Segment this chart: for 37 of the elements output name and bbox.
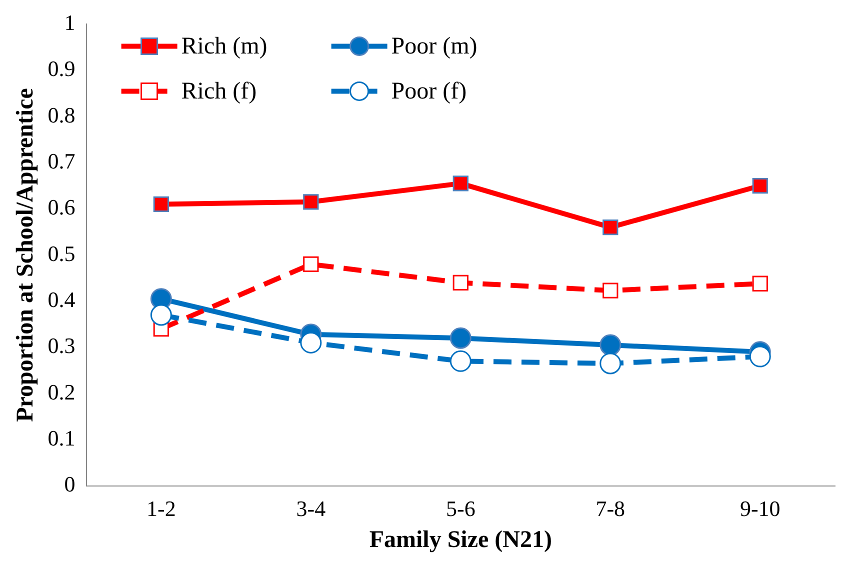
point xyxy=(303,194,319,210)
y-tick-label: 0.8 xyxy=(48,102,76,128)
point xyxy=(602,282,618,298)
point xyxy=(452,176,468,192)
x-tick-label: 9-10 xyxy=(740,496,780,521)
point xyxy=(602,219,618,236)
point xyxy=(749,346,771,368)
x-tick-label: 5-6 xyxy=(446,496,476,521)
point xyxy=(300,332,322,354)
point xyxy=(153,196,169,212)
y-axis-title: Proportion at School/Apprentice xyxy=(12,88,39,422)
x-tick-label: 3-4 xyxy=(296,496,326,521)
y-tick-label: 0.2 xyxy=(48,379,76,404)
point xyxy=(303,256,319,272)
point xyxy=(752,178,768,194)
y-tick-label: 0.9 xyxy=(48,56,76,82)
x-tick-label: 7-8 xyxy=(596,496,626,521)
y-tick-label: 0.5 xyxy=(48,240,76,266)
point xyxy=(150,304,172,326)
y-tick-label: 1 xyxy=(64,10,76,35)
y-tick-label: 0.4 xyxy=(48,286,76,312)
y-tick-label: 0.7 xyxy=(48,148,76,174)
x-axis-title: Family Size (N21) xyxy=(369,526,552,553)
y-tick-label: 0.6 xyxy=(48,194,76,220)
legend-label: Rich (m) xyxy=(181,33,268,60)
point xyxy=(752,276,768,292)
point xyxy=(600,334,622,356)
y-tick-label: 0 xyxy=(64,472,76,497)
legend-label: Poor (f) xyxy=(391,78,467,104)
point xyxy=(600,352,622,374)
point xyxy=(452,274,468,291)
legend-label: Poor (m) xyxy=(391,33,478,60)
y-tick-label: 0.3 xyxy=(48,333,76,358)
y-tick-label: 0.1 xyxy=(48,425,76,450)
legend-label: Rich (f) xyxy=(181,78,257,104)
point xyxy=(450,327,472,349)
x-tick-label: 1-2 xyxy=(146,496,176,521)
